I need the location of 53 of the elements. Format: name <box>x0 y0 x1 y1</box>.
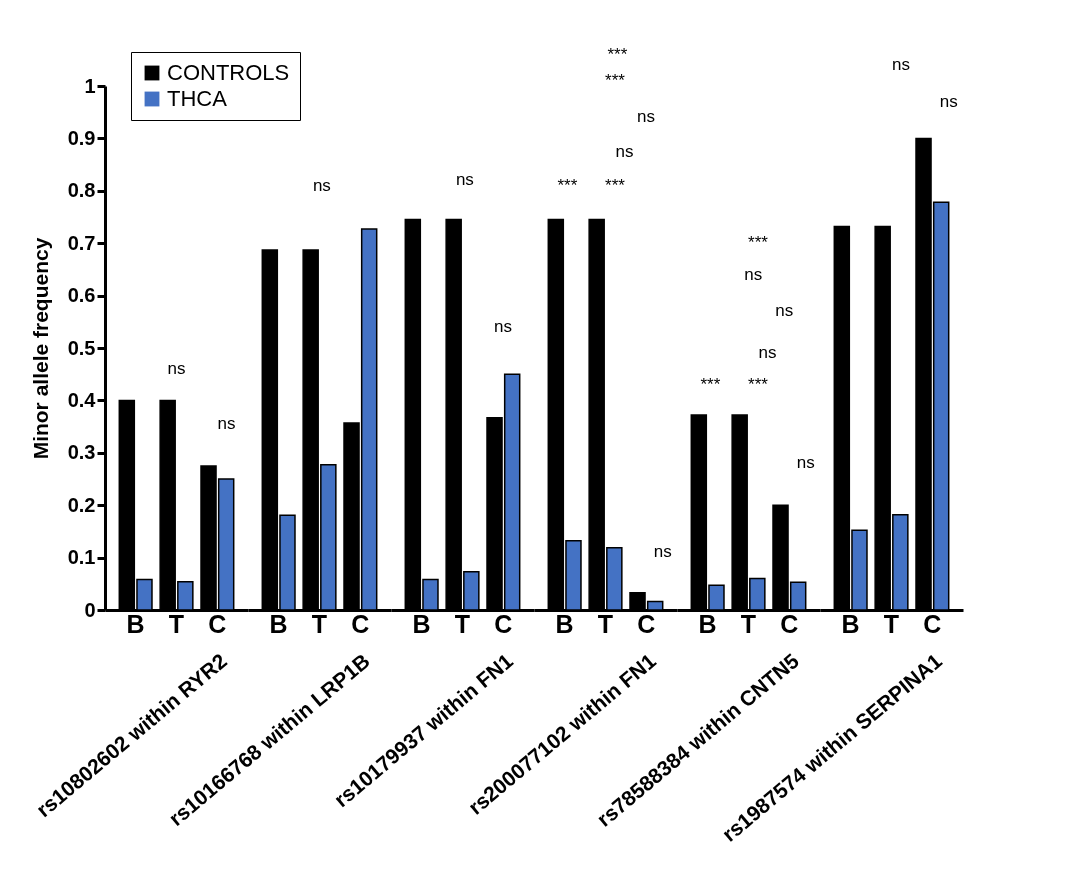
x-tick-label: C <box>637 609 656 638</box>
y-tick-label: 0.7 <box>67 231 96 254</box>
text: ns <box>892 55 911 75</box>
y-tick-label: 0 <box>84 598 96 621</box>
x-tick-label: T <box>597 609 614 638</box>
annotation: *** <box>748 233 769 253</box>
annotation: ns <box>939 91 958 111</box>
x-tick-label: B <box>841 609 860 638</box>
x-tick-label: B <box>698 609 717 638</box>
x-tick-label: B <box>555 609 574 638</box>
annotation: ns <box>637 107 655 127</box>
x-tick-label: C <box>494 609 513 638</box>
x-tick-label: T <box>740 609 757 638</box>
x-tick-label: B <box>126 609 145 638</box>
y-tick-label: 0.4 <box>67 388 97 411</box>
legend-label: THCA <box>167 86 228 111</box>
y-tick-label: 0.9 <box>67 126 96 149</box>
annotation: ns <box>653 542 672 562</box>
y-tick-label: 0.1 <box>67 546 96 569</box>
x-tick-label: B <box>412 609 431 638</box>
x-tick-label: C <box>780 609 799 638</box>
annotation: ns <box>312 175 331 195</box>
x-tick-label: T <box>311 609 328 638</box>
x-tick-label: C <box>208 609 227 638</box>
x-tick-label: C <box>923 609 942 638</box>
text: *** <box>607 44 628 64</box>
y-tick-label: 0.6 <box>67 284 96 307</box>
y-tick-label: 0.3 <box>67 441 96 464</box>
x-tick-label: C <box>351 609 370 638</box>
y-tick-label: 0.5 <box>67 336 96 359</box>
x-tick-label: B <box>269 609 288 638</box>
annotation: *** <box>748 374 769 394</box>
y-tick-label: 0.8 <box>67 179 96 202</box>
annotation: ns <box>494 317 512 337</box>
annotation: ns <box>615 141 634 161</box>
annotation: ns <box>167 358 186 378</box>
annotation: ns <box>217 413 236 433</box>
x-tick-label: T <box>454 609 471 638</box>
y-axis-title: Minor allele frequency <box>28 237 52 460</box>
legend-label: CONTROLS <box>167 60 290 85</box>
annotation: *** <box>557 175 578 195</box>
y-tick-label: 1 <box>84 74 96 97</box>
x-tick-label: T <box>883 609 900 638</box>
annotation: ns <box>758 343 777 363</box>
annotation: *** <box>700 374 721 394</box>
annotation: *** <box>605 175 626 195</box>
annotation: ns <box>775 301 794 321</box>
annotation: ns <box>455 170 474 190</box>
annotation: *** <box>605 70 626 90</box>
y-tick-label: 0.2 <box>67 493 96 516</box>
annotation: ns <box>744 264 763 284</box>
x-tick-label: T <box>168 609 185 638</box>
annotation: ns <box>796 453 815 473</box>
